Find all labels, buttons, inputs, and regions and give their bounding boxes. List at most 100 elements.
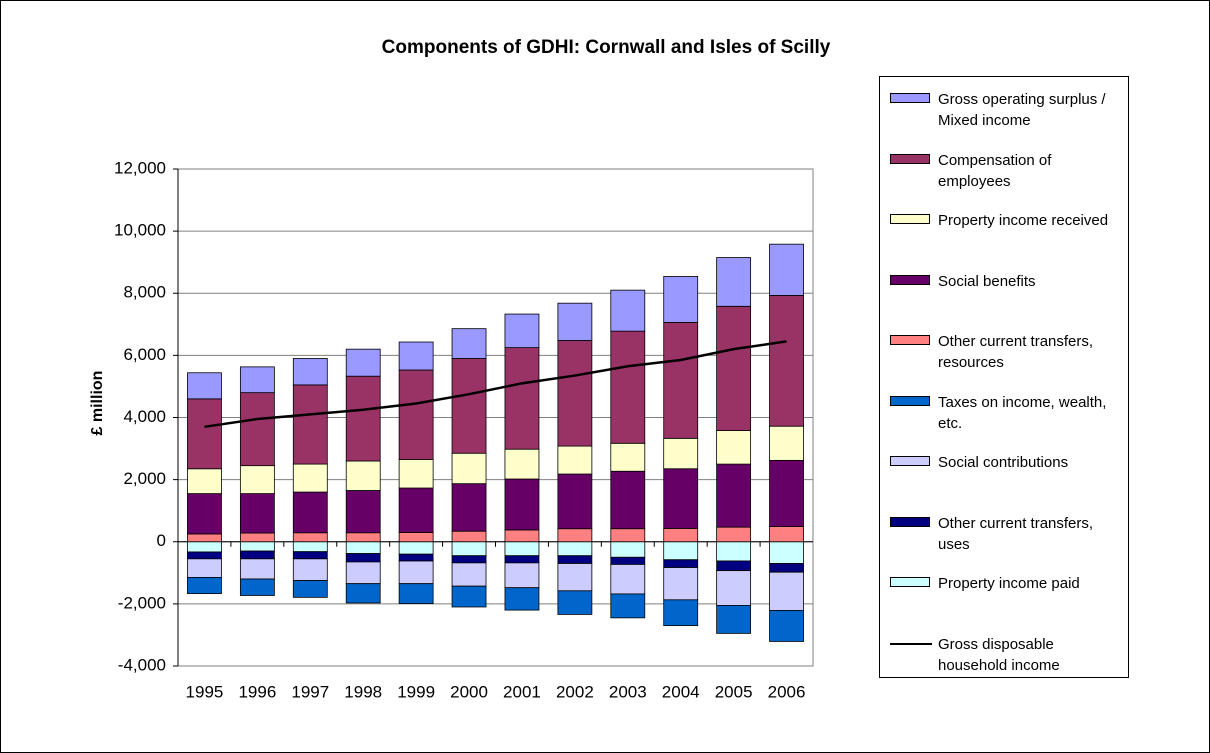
bar-segment (663, 437, 699, 470)
legend-swatch (890, 395, 930, 406)
bar-segment (557, 563, 593, 592)
bar-segment (557, 590, 593, 615)
bar-segment (769, 295, 804, 427)
bar-segment (504, 347, 540, 450)
bar-segment (398, 459, 434, 489)
bar-segment (292, 541, 328, 553)
bar-segment (557, 528, 593, 543)
bar-segment (716, 430, 752, 465)
bar-segment (610, 541, 646, 558)
bar-segment (769, 459, 804, 527)
bar-segment (716, 526, 752, 543)
bar-segment (610, 330, 646, 444)
legend-label: Taxes on income, wealth, etc. (938, 393, 1107, 432)
bar-segment (239, 465, 275, 495)
bar-segment (504, 478, 540, 531)
bar-segment (239, 541, 275, 552)
bar-segment (292, 384, 328, 465)
legend-label: Compensation of employees (938, 151, 1052, 190)
bar-segment (239, 578, 275, 596)
bar-segment (398, 341, 434, 371)
y-tick-label: -4,000 (118, 655, 166, 674)
chart-title: Components of GDHI: Cornwall and Isles o… (382, 37, 831, 58)
bar-segment (716, 560, 752, 572)
bar-segment (504, 541, 540, 557)
bar-segment (716, 541, 752, 562)
legend-entry: Social benefits (890, 271, 1125, 321)
bar-segment (769, 563, 804, 573)
bar-segment (345, 583, 381, 604)
bar-segment (239, 532, 275, 543)
bar-segment (663, 276, 699, 323)
bar-segment (239, 392, 275, 467)
bar-segment (451, 585, 487, 608)
y-tick-label: 2,000 (123, 469, 166, 488)
x-tick-label: 2002 (556, 682, 594, 701)
legend-entry: Other current transfers, resources (890, 331, 1125, 381)
bar-segment (557, 555, 593, 564)
bar-segment (345, 460, 381, 491)
bar-segment (239, 550, 275, 560)
legend-swatch (890, 456, 930, 466)
bar-segment (187, 372, 222, 400)
legend-entry: Social contributions (890, 452, 1125, 502)
bar-segment (187, 558, 222, 578)
bar-segment (398, 487, 434, 533)
bar-segment (345, 490, 381, 534)
legend-entry: Property income paid (890, 573, 1125, 623)
bar-segment (187, 468, 222, 495)
bar-segment (769, 526, 804, 543)
legend-swatch (890, 335, 930, 345)
legend-label: Social benefits (938, 272, 1036, 290)
bar-segment (557, 473, 593, 530)
bar-segment (187, 551, 222, 560)
y-tick-label: 8,000 (123, 283, 166, 302)
bar-segment (504, 313, 540, 349)
bar-segment (610, 442, 646, 472)
legend-label: Property income paid (938, 575, 1080, 592)
bar-segment (398, 369, 434, 460)
legend-entry: Taxes on income, wealth, etc. (890, 392, 1125, 442)
bar-segment (769, 541, 804, 564)
bar-segment (239, 558, 275, 580)
bar-segment (451, 452, 487, 485)
bar-segment (610, 528, 646, 543)
bar-segment (451, 562, 487, 587)
bar-segment (187, 398, 222, 470)
bar-segment (398, 583, 434, 604)
bar-segment (239, 366, 275, 394)
bar-segment (663, 527, 699, 543)
y-tick-label: 10,000 (114, 221, 166, 240)
bar-segment (663, 559, 699, 568)
legend-swatch (890, 93, 930, 103)
y-tick-label: -2,000 (118, 593, 166, 612)
bar-segment (451, 483, 487, 532)
bar-segment (610, 564, 646, 595)
bar-segment (451, 328, 487, 359)
legend-swatch (890, 153, 930, 164)
y-axis-label: £ million (89, 371, 106, 436)
bar-segment (345, 541, 381, 554)
bar-segment (504, 555, 540, 564)
bar-segment (345, 348, 381, 377)
bar-segment (769, 425, 804, 461)
bar-segment (610, 289, 646, 332)
bar-segment (239, 493, 275, 534)
bar-segment (292, 491, 328, 534)
bar-segment (769, 609, 804, 642)
legend-swatch (890, 642, 932, 645)
bar-segment (716, 570, 752, 606)
bar-segment (398, 560, 434, 585)
legend-entry: Compensation of employees (890, 150, 1125, 200)
y-tick-label: 4,000 (123, 407, 166, 426)
x-tick-label: 2001 (503, 682, 541, 701)
bar-segment (557, 340, 593, 447)
bar-segment (292, 551, 328, 560)
bar-segment (716, 463, 752, 528)
bar-segment (292, 580, 328, 598)
legend: Gross operating surplus / Mixed income Co… (879, 76, 1129, 678)
x-tick-label: 1997 (291, 682, 329, 701)
bar-segment (557, 541, 593, 557)
bar-segment (451, 530, 487, 543)
